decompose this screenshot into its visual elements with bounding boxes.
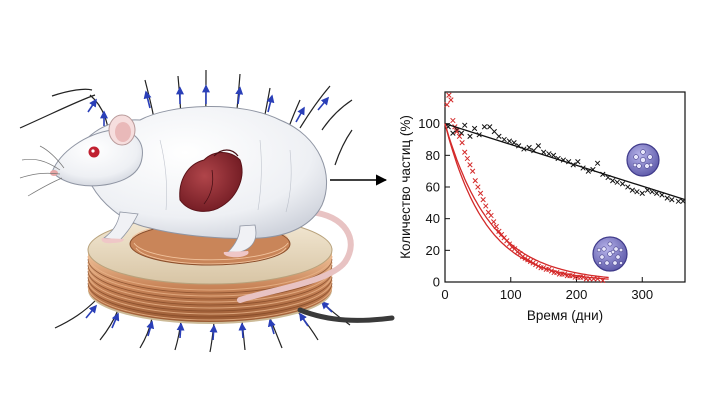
data-point-series-1 [446,92,452,98]
data-point-series-1 [456,133,463,139]
fit-curve-series-1-1 [444,123,609,279]
x-tick-label: 200 [566,287,588,302]
data-point-series-0 [511,140,517,146]
data-point-series-1 [480,197,486,203]
data-point-series-0 [629,187,636,193]
data-point-series-0 [614,179,620,185]
y-tick-label: 80 [426,148,440,163]
y-tick-label: 0 [433,275,440,290]
data-point-series-0 [575,159,581,165]
x-tick-label: 100 [500,287,522,302]
data-point-series-0 [669,197,675,203]
data-point-series-0 [546,151,552,157]
data-point-series-0 [675,198,682,204]
axis-ticks: 0 100 200 300 0 20 40 60 80 100 [418,116,653,302]
fit-curve-series-1-0 [444,123,609,280]
data-point-series-1 [472,178,478,184]
data-point-series-1 [450,117,456,124]
data-point-series-0 [625,184,631,190]
data-point-series-1 [483,203,489,209]
y-tick-label: 20 [426,243,440,258]
data-point-series-1 [522,255,528,261]
plot-frame [444,91,686,283]
data-point-series-1 [491,219,497,225]
data-point-series-0 [487,124,493,130]
coil-cable [297,307,395,323]
y-tick-label: 60 [426,180,440,195]
data-point-series-0 [481,124,488,130]
data-point-series-0 [467,133,473,139]
data-point-series-0 [634,189,640,195]
fit-curves [444,123,686,280]
field-arrows [85,84,333,341]
data-point-series-0 [501,136,507,143]
data-point-series-0 [619,181,626,187]
x-axis-title: Время (дни) [527,308,603,323]
y-tick-label: 40 [426,211,440,226]
data-point-series-0 [664,195,670,201]
data-point-series-1 [459,140,465,146]
data-point-series-1 [488,212,494,219]
data-point-series-1 [477,190,484,196]
y-tick-label: 100 [418,116,440,131]
data-point-series-0 [526,144,532,151]
x-tick-label: 300 [631,287,653,302]
data-point-series-1 [454,128,460,135]
x-tick-label: 0 [441,287,448,302]
data-point-series-1 [448,97,454,103]
data-point-series-0 [535,143,542,149]
data-point-series-0 [458,130,465,136]
data-point-series-1 [444,102,450,108]
data-point-series-0 [491,128,497,135]
data-point-series-0 [506,138,513,144]
data-point-series-0 [462,122,468,128]
data-point-series-1 [467,162,473,168]
data-point-series-1 [469,168,476,174]
data-point-series-0 [594,160,601,166]
data-point-series-1 [475,184,481,190]
fit-line-series-0 [444,123,686,201]
particle-icon-small [626,143,660,177]
decay-chart: 0 100 200 300 0 20 40 60 80 100 Время (дни) Колич… [398,91,686,323]
data-point-series-0 [540,149,547,155]
data-point-series-0 [471,125,478,132]
rat-illustration [19,105,354,303]
data-point-series-0 [496,133,502,139]
data-point-series-0 [610,178,616,184]
particle-icon-large [592,236,628,272]
data-point-series-1 [462,149,468,155]
y-axis-title: Количество частиц (%) [398,115,413,259]
data-point-series-0 [450,130,456,136]
data-point-series-0 [639,190,645,196]
data-point-series-1 [464,155,471,162]
